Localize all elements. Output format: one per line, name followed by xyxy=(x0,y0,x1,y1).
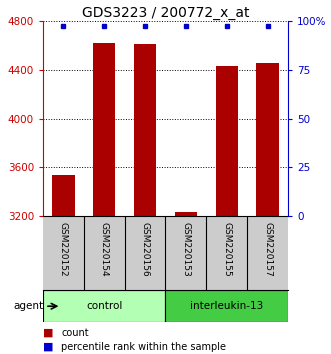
Text: GSM220156: GSM220156 xyxy=(141,222,150,276)
Bar xyxy=(215,66,238,216)
Bar xyxy=(52,175,75,216)
Text: interleukin-13: interleukin-13 xyxy=(190,301,263,311)
Bar xyxy=(256,63,279,216)
Text: agent: agent xyxy=(13,301,43,311)
Bar xyxy=(134,44,156,216)
Text: GSM220154: GSM220154 xyxy=(100,222,109,276)
Text: count: count xyxy=(61,328,89,338)
Text: ■: ■ xyxy=(43,342,54,352)
Text: GSM220153: GSM220153 xyxy=(181,222,190,276)
Text: GSM220155: GSM220155 xyxy=(222,222,231,276)
Title: GDS3223 / 200772_x_at: GDS3223 / 200772_x_at xyxy=(82,6,249,20)
Text: percentile rank within the sample: percentile rank within the sample xyxy=(61,342,226,352)
Bar xyxy=(166,290,288,322)
Bar xyxy=(93,43,116,216)
Text: control: control xyxy=(86,301,122,311)
Text: GSM220152: GSM220152 xyxy=(59,222,68,276)
Text: ■: ■ xyxy=(43,328,54,338)
Bar xyxy=(43,290,166,322)
Text: GSM220157: GSM220157 xyxy=(263,222,272,276)
Bar xyxy=(175,212,197,216)
